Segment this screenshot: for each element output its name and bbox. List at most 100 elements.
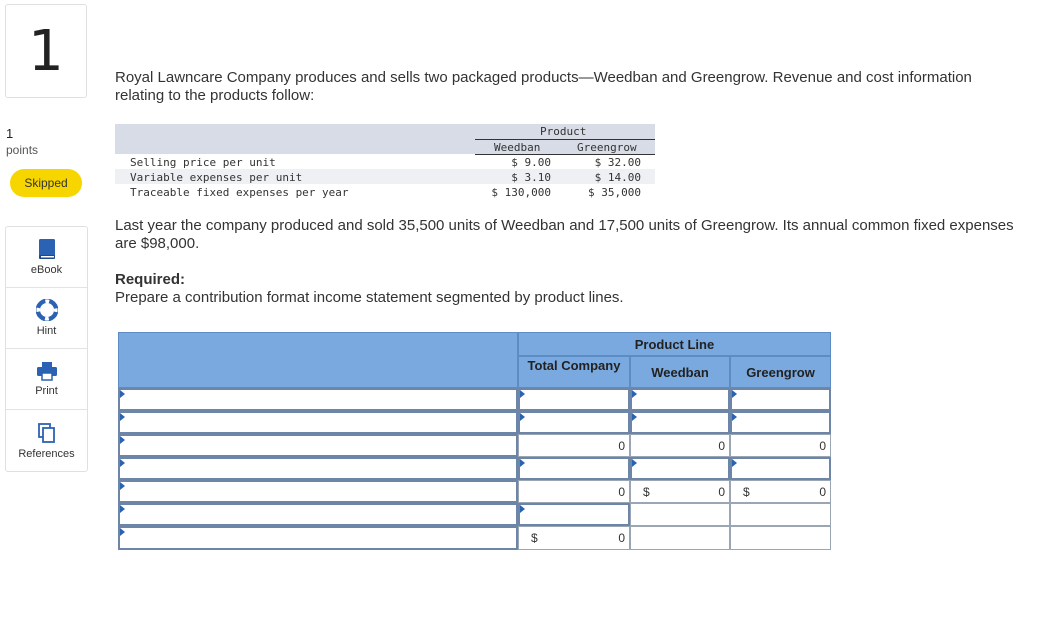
- input-flag-icon: [732, 459, 737, 467]
- book-icon: [38, 239, 55, 259]
- row-greengrow-value: $ 35,000: [588, 186, 641, 199]
- row-greengrow-value: $ 32.00: [594, 156, 641, 169]
- product-line-label: Product Line: [634, 337, 715, 352]
- required-label: Required:: [115, 271, 186, 288]
- question-paragraph: Last year the company produced and sold …: [115, 217, 1014, 252]
- cell-value: 0: [718, 485, 725, 499]
- row6-weedban-blank: [630, 503, 730, 526]
- col-greengrow: Greengrow: [577, 141, 637, 154]
- points-label: points: [6, 143, 39, 157]
- input-flag-icon: [120, 436, 125, 444]
- row-label: Variable expenses per unit: [130, 171, 303, 184]
- input-flag-icon: [120, 528, 125, 536]
- currency-symbol: $: [643, 485, 650, 499]
- points-value: 1: [6, 126, 14, 141]
- row5-label-input[interactable]: [118, 480, 518, 503]
- table-row-band: [115, 169, 655, 184]
- row5-greengrow-value: $ 0: [730, 480, 831, 503]
- row7-label-input[interactable]: [118, 526, 518, 550]
- cell-value: 0: [718, 439, 725, 453]
- input-flag-icon: [632, 413, 637, 421]
- row7-total-value: $ 0: [518, 526, 630, 550]
- greengrow-header: Greengrow: [730, 356, 831, 388]
- header-underline: [475, 139, 655, 140]
- input-flag-icon: [520, 413, 525, 421]
- row4-total-input[interactable]: [518, 457, 630, 480]
- question-intro: Royal Lawncare Company produces and sell…: [115, 69, 972, 104]
- input-flag-icon: [632, 459, 637, 467]
- currency-symbol: $: [531, 531, 538, 545]
- row1-greengrow-input[interactable]: [730, 388, 831, 411]
- row6-greengrow-blank: [730, 503, 831, 526]
- weedban-header: Weedban: [630, 356, 730, 388]
- row2-greengrow-input[interactable]: [730, 411, 831, 434]
- instruction-text: Prepare a contribution format income sta…: [115, 289, 624, 306]
- greengrow-label: Greengrow: [746, 365, 815, 380]
- ebook-button[interactable]: eBook: [6, 227, 87, 288]
- total-company-label: Total Company: [527, 358, 621, 373]
- row-label: Traceable fixed expenses per year: [130, 186, 349, 199]
- total-company-header: Total Company: [518, 356, 630, 388]
- lifebuoy-icon: [35, 299, 58, 321]
- row4-greengrow-input[interactable]: [730, 457, 831, 480]
- row-label: Selling price per unit: [130, 156, 276, 169]
- row6-label-input[interactable]: [118, 503, 518, 526]
- input-flag-icon: [732, 413, 737, 421]
- row3-weedban-value: 0: [630, 434, 730, 457]
- row3-total-value: 0: [518, 434, 630, 457]
- cell-value: 0: [618, 531, 625, 545]
- tools-panel: eBook Hint Print References: [5, 226, 88, 472]
- row-weedban-value: $ 3.10: [511, 171, 551, 184]
- row-greengrow-value: $ 14.00: [594, 171, 641, 184]
- references-label: References: [18, 447, 75, 460]
- product-header: Product: [540, 125, 587, 138]
- row7-weedban-blank: [630, 526, 730, 550]
- col-weedban: Weedban: [494, 141, 541, 154]
- input-flag-icon: [120, 505, 125, 513]
- row3-greengrow-value: 0: [730, 434, 831, 457]
- hint-button[interactable]: Hint: [6, 288, 87, 349]
- product-data-table: Product Weedban Greengrow Selling price …: [115, 124, 655, 200]
- cell-value: 0: [819, 485, 826, 499]
- row2-label-input[interactable]: [118, 411, 518, 434]
- row1-total-input[interactable]: [518, 388, 630, 411]
- table-row-band: [115, 154, 655, 169]
- copy-icon: [37, 422, 55, 443]
- row5-weedban-value: $ 0: [630, 480, 730, 503]
- input-flag-icon: [520, 459, 525, 467]
- row-weedban-value: $ 130,000: [491, 186, 551, 199]
- input-flag-icon: [120, 482, 125, 490]
- weedban-label: Weedban: [651, 365, 709, 380]
- row2-weedban-input[interactable]: [630, 411, 730, 434]
- hint-label: Hint: [36, 325, 57, 337]
- row4-label-input[interactable]: [118, 457, 518, 480]
- row1-label-input[interactable]: [118, 388, 518, 411]
- row6-total-input[interactable]: [518, 503, 630, 526]
- question-number: 1: [5, 4, 87, 98]
- row1-weedban-input[interactable]: [630, 388, 730, 411]
- row7-greengrow-blank: [730, 526, 831, 550]
- input-flag-icon: [120, 413, 125, 421]
- cell-value: 0: [819, 439, 826, 453]
- input-flag-icon: [520, 390, 525, 398]
- currency-symbol: $: [743, 485, 750, 499]
- input-flag-icon: [120, 459, 125, 467]
- print-button[interactable]: Print: [6, 349, 87, 410]
- row-weedban-value: $ 9.00: [511, 156, 551, 169]
- cell-value: 0: [618, 485, 625, 499]
- input-flag-icon: [120, 390, 125, 398]
- input-flag-icon: [732, 390, 737, 398]
- header-underline: [475, 154, 655, 155]
- references-button[interactable]: References: [6, 410, 87, 471]
- row4-weedban-input[interactable]: [630, 457, 730, 480]
- cell-value: 0: [618, 439, 625, 453]
- row3-label-input[interactable]: [118, 434, 518, 457]
- print-label: Print: [35, 385, 58, 397]
- status-badge: Skipped: [10, 169, 82, 197]
- income-statement-grid: Product Line Total Company Weedban Green…: [118, 332, 831, 550]
- row2-total-input[interactable]: [518, 411, 630, 434]
- ebook-label: eBook: [30, 264, 63, 276]
- printer-icon: [36, 362, 57, 381]
- input-flag-icon: [632, 390, 637, 398]
- product-line-header: Product Line: [518, 332, 831, 356]
